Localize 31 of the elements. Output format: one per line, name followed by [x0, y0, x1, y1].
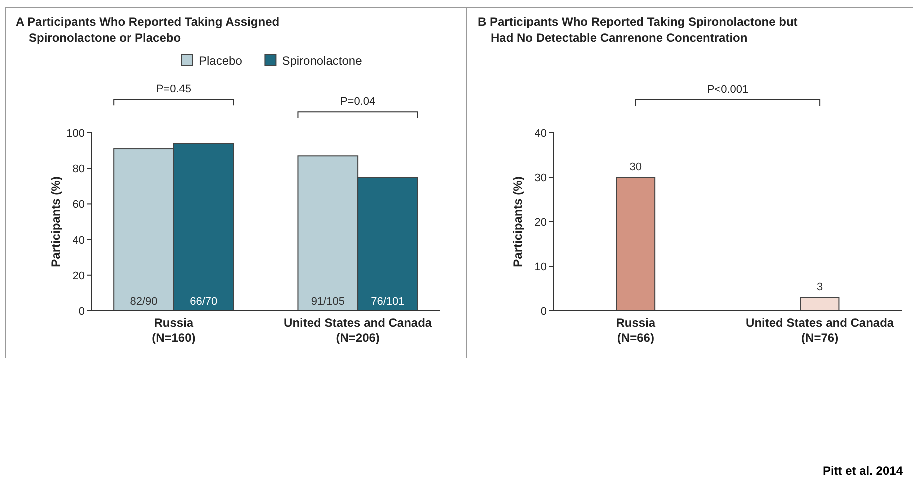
data-label: 66/70 — [190, 296, 218, 308]
y-tick-label: 20 — [534, 217, 547, 229]
legend-label: Placebo — [199, 54, 243, 68]
x-tick-label: Russia (N=66) — [616, 316, 656, 345]
x-tick-label: United States and Canada (N=76) — [746, 316, 894, 345]
y-tick-label: 10 — [534, 262, 547, 274]
legend-label: Spironolactone — [282, 54, 363, 68]
y-axis-title: Participants (%) — [511, 176, 525, 268]
y-tick-label: 60 — [72, 199, 85, 212]
y-tick-label: 0 — [540, 306, 547, 318]
y-tick-label: 100 — [66, 128, 85, 140]
y-tick-label: 20 — [72, 270, 85, 282]
data-label: 30 — [630, 162, 642, 174]
x-tick-label: Russia (N=160) — [152, 316, 196, 345]
text: P<0.001 — [707, 84, 749, 96]
data-label: 3 — [817, 282, 824, 294]
y-tick-label: 0 — [78, 306, 85, 318]
data-label: 82/90 — [130, 296, 158, 308]
chart-title: A Participants Who Reported Taking Assigned Spironolactone or Placebo — [16, 15, 280, 45]
text: P=0.04 — [340, 96, 376, 108]
y-tick-label: 30 — [534, 172, 547, 184]
data-label: 91/105 — [311, 296, 345, 308]
x-tick-label: United States and Canada (N=206) — [284, 316, 432, 345]
y-tick-label: 40 — [72, 234, 85, 247]
y-tick-label: 80 — [72, 164, 85, 176]
text: Pitt et al. 2014 — [822, 464, 904, 478]
y-tick-label: 40 — [534, 128, 547, 140]
data-label: 76/101 — [371, 296, 405, 308]
y-axis-title: Participants (%) — [49, 176, 63, 268]
text: P=0.45 — [156, 84, 192, 96]
chart-title: B Participants Who Reported Taking Spironolactone but Had No Detectable Canrenone Concentration — [478, 15, 798, 45]
